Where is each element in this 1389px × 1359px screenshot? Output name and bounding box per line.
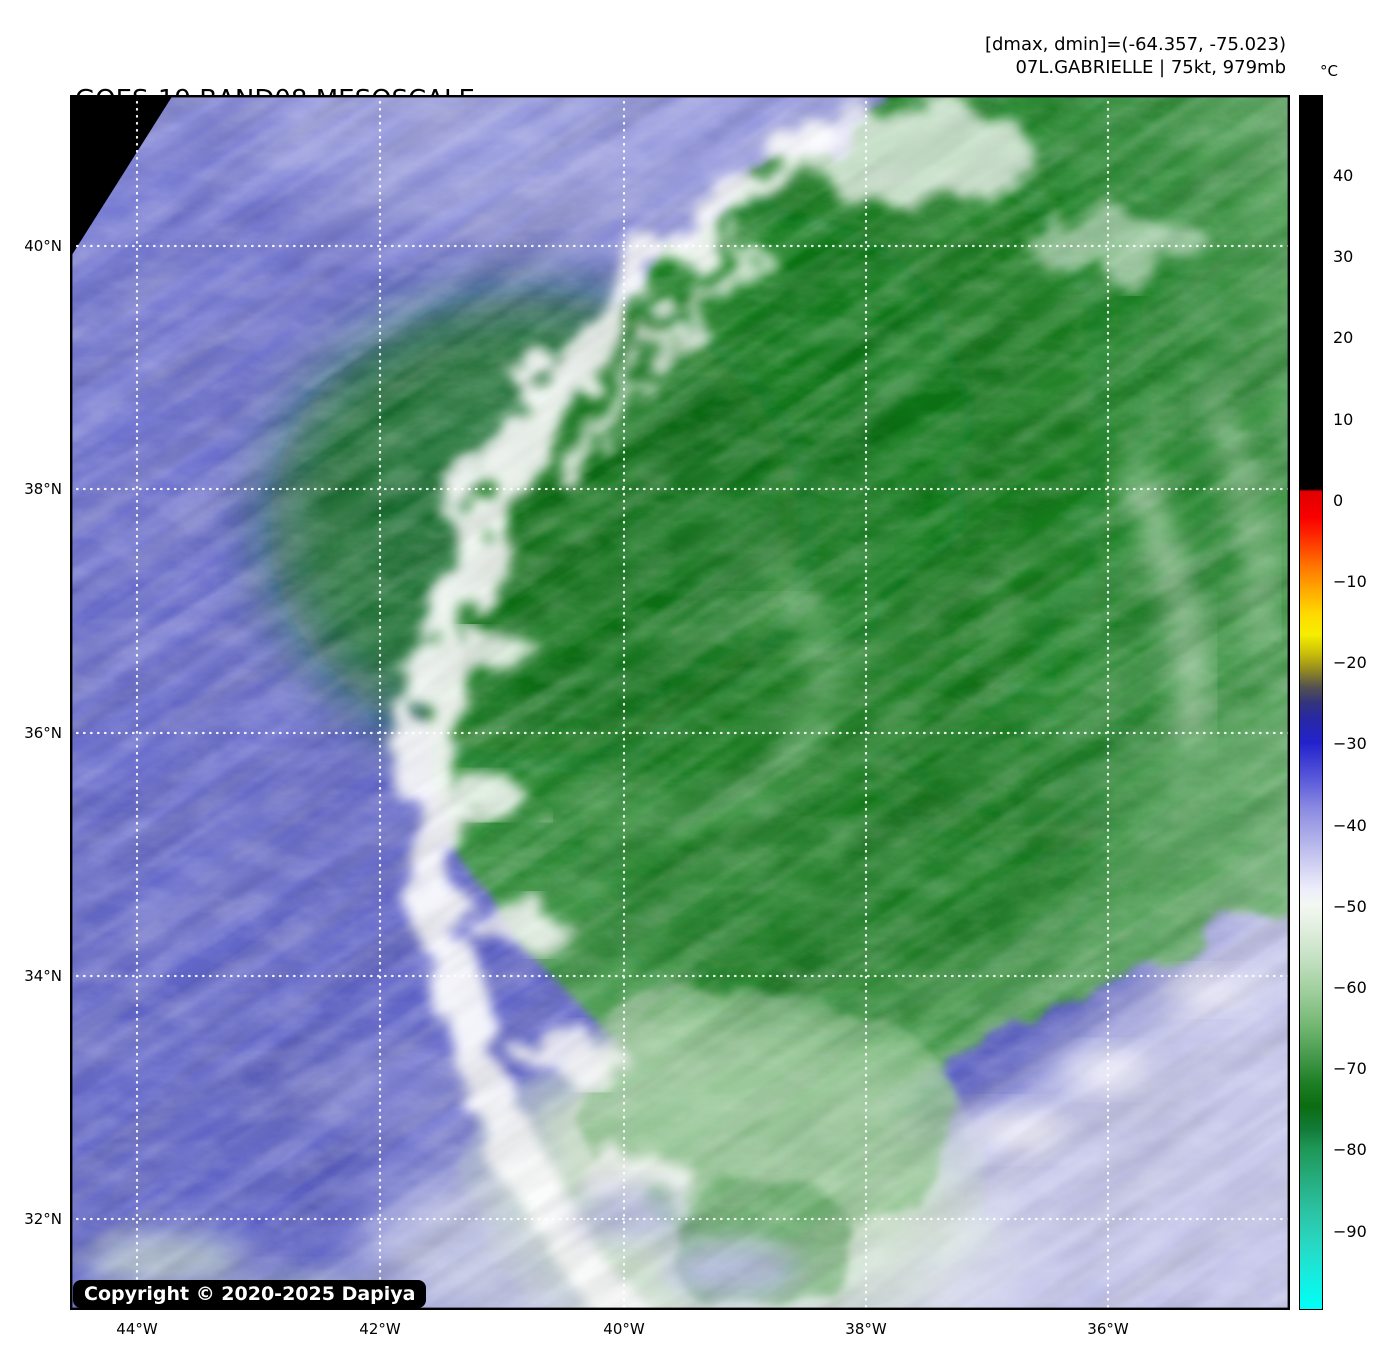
colorbar-tick-label: −40 xyxy=(1333,816,1367,835)
colorbar-tick-label: −80 xyxy=(1333,1140,1367,1159)
lon-tick-label: 44°W xyxy=(116,1320,158,1338)
colorbar-tick-label: 40 xyxy=(1333,166,1354,185)
lat-tick-label: 32°N xyxy=(24,1210,62,1228)
colorbar-tick-label: 20 xyxy=(1333,328,1354,347)
dmax-dmin-readout: [dmax, dmin]=(-64.357, -75.023) xyxy=(984,34,1286,55)
lat-tick-label: 40°N xyxy=(24,237,62,255)
colorbar-tick-label: −50 xyxy=(1333,897,1367,916)
annotation-block: [dmax, dmin]=(-64.357, -75.023) 07L.GABR… xyxy=(985,33,1286,79)
colorbar-tick-label: −10 xyxy=(1333,572,1367,591)
colorbar-tick-label: −30 xyxy=(1333,734,1367,753)
lat-tick-label: 34°N xyxy=(24,967,62,985)
no-data-region xyxy=(70,95,173,258)
cloud-field xyxy=(70,95,1290,1310)
lat-tick-label: 36°N xyxy=(24,724,62,742)
colorbar-tick-label: −70 xyxy=(1333,1059,1367,1078)
colorbar-tick-label: 30 xyxy=(1333,247,1354,266)
lon-tick-label: 40°W xyxy=(603,1320,645,1338)
colorbar-tick-label: −90 xyxy=(1333,1222,1367,1241)
graticule-gridlines xyxy=(70,95,1290,1310)
copyright-badge: Copyright © 2020-2025 Dapiya xyxy=(73,1280,427,1308)
temperature-colorbar xyxy=(1299,95,1323,1310)
lat-tick-label: 38°N xyxy=(24,480,62,498)
lon-tick-label: 36°W xyxy=(1087,1320,1129,1338)
colorbar-tick-label: 0 xyxy=(1333,491,1344,510)
lon-tick-label: 38°W xyxy=(845,1320,887,1338)
colorbar-unit-label: °C xyxy=(1320,62,1338,80)
storm-info: 07L.GABRIELLE | 75kt, 979mb xyxy=(1015,57,1286,78)
colorbar-tick-label: −60 xyxy=(1333,978,1367,997)
satellite-map xyxy=(70,95,1290,1310)
lon-tick-label: 42°W xyxy=(359,1320,401,1338)
colorbar-tick-label: −20 xyxy=(1333,653,1367,672)
colorbar-tick-label: 10 xyxy=(1333,410,1354,429)
map-border xyxy=(70,95,1290,1310)
satellite-image xyxy=(70,95,1290,1310)
